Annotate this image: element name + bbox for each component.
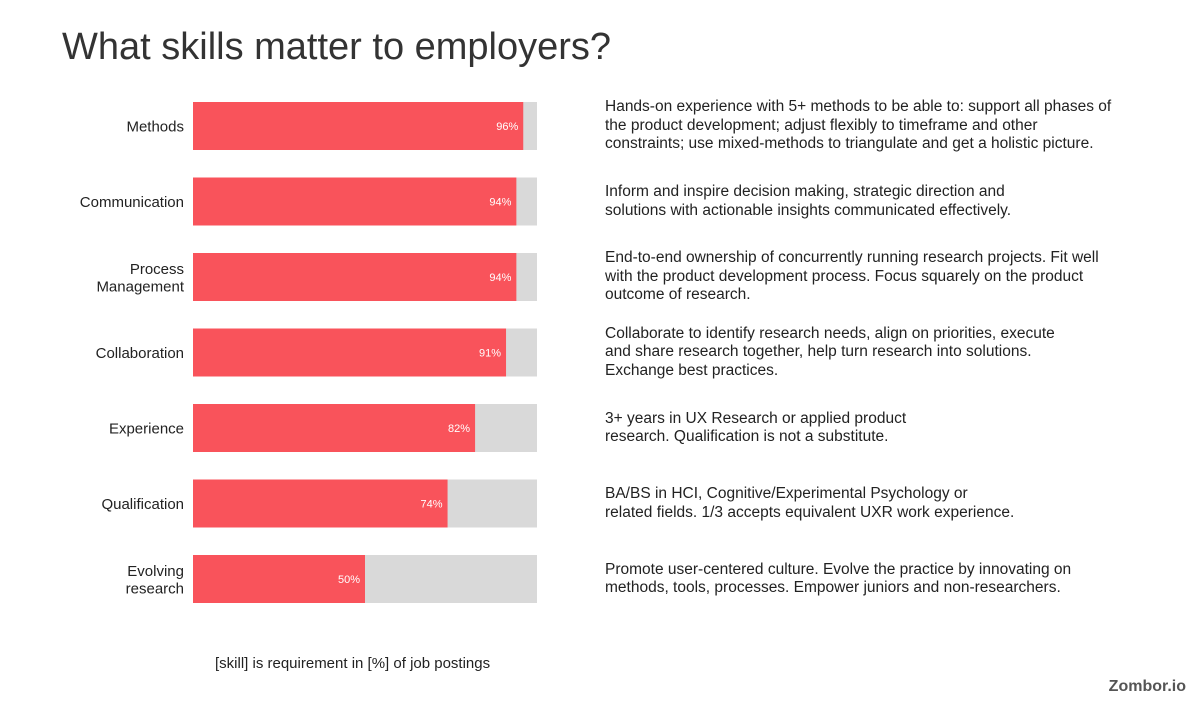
category-label: Communication bbox=[80, 194, 184, 211]
brand-logo-text: Zombor.io bbox=[1108, 678, 1186, 695]
category-label: Methods bbox=[126, 119, 184, 136]
skill-descriptions: Hands-on experience with 5+ methods to b… bbox=[605, 0, 1190, 715]
bar-value-label: 94% bbox=[489, 272, 511, 284]
skill-description: BA/BS in HCI, Cognitive/Experimental Psy… bbox=[605, 485, 1015, 521]
skill-description: Inform and inspire decision making, stra… bbox=[605, 183, 1012, 219]
bar bbox=[193, 479, 448, 528]
chart-title: What skills matter to employers? bbox=[62, 26, 612, 68]
skill-description: Collaborate to identify research needs, … bbox=[605, 324, 1055, 379]
category-label: Process bbox=[130, 261, 184, 278]
bar bbox=[193, 102, 524, 150]
bar-value-label: 74% bbox=[421, 499, 443, 511]
bar-value-label: 94% bbox=[489, 197, 511, 209]
category-label: Management bbox=[96, 278, 184, 295]
skill-description: Promote user-centered culture. Evolve th… bbox=[605, 560, 1072, 597]
category-label: Experience bbox=[109, 421, 184, 438]
skill-description: End-to-end ownership of concurrently run… bbox=[605, 249, 1099, 304]
bar bbox=[193, 253, 517, 301]
bar bbox=[193, 404, 476, 452]
bar bbox=[193, 177, 517, 226]
bar-chart: 96% Methods 94% Communication 94% ProcessMana… bbox=[80, 102, 537, 603]
skill-description: 3+ years in UX Research or applied produ… bbox=[605, 409, 907, 446]
chart-footnote: [skill] is requirement in [%] of job pos… bbox=[215, 655, 491, 672]
bar bbox=[193, 328, 507, 377]
category-label: research bbox=[126, 580, 184, 597]
bar-value-label: 91% bbox=[479, 348, 501, 360]
category-label: Qualification bbox=[101, 496, 184, 513]
bar-value-label: 82% bbox=[448, 423, 470, 435]
bar-value-label: 96% bbox=[496, 121, 518, 133]
skill-description: Hands-on experience with 5+ methods to b… bbox=[605, 98, 1112, 153]
category-label: Evolving bbox=[127, 563, 184, 580]
category-label: Collaboration bbox=[96, 345, 184, 362]
bar-value-label: 50% bbox=[338, 574, 360, 586]
bar bbox=[193, 555, 365, 603]
